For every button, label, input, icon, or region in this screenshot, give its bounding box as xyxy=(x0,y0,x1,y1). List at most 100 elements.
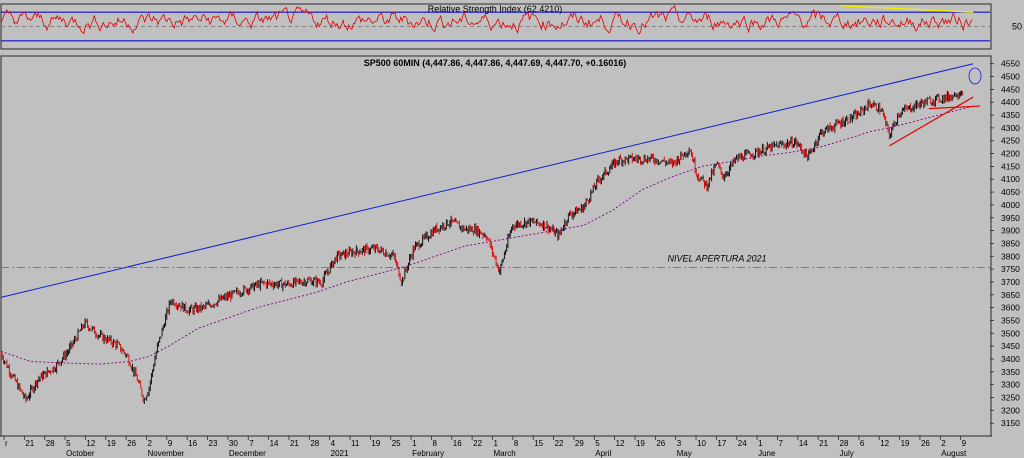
x-tick-label: 8 xyxy=(514,439,519,448)
x-tick-label: 21 xyxy=(819,439,828,448)
x-tick-label: 19 xyxy=(107,439,116,448)
x-month-label: July xyxy=(840,449,854,458)
x-month-label: 2021 xyxy=(331,449,349,458)
x-tick-label: 1 xyxy=(412,439,417,448)
x-tick-label: 1 xyxy=(758,439,763,448)
y-tick-label: 4050 xyxy=(1001,187,1020,197)
rsi-trendline xyxy=(839,5,974,13)
y-tick-label: 3550 xyxy=(1001,315,1020,325)
moving-average-line xyxy=(0,105,974,365)
x-month-label: October xyxy=(66,449,95,458)
x-axis-months: October November December 2021 February March… xyxy=(66,449,967,458)
x-tick-label: 9 xyxy=(962,439,967,448)
x-tick-label: 15 xyxy=(534,439,543,448)
x-tick-label: 8 xyxy=(432,439,437,448)
support-lines xyxy=(888,96,981,147)
x-tick-label: 6 xyxy=(860,439,865,448)
y-tick-label: 3900 xyxy=(1001,226,1020,236)
y-tick-label: 3400 xyxy=(1001,354,1020,364)
rsi-panel: Relative Strength Index (62.4210) 50 xyxy=(0,3,1022,50)
x-tick-label: 16 xyxy=(453,439,462,448)
x-tick-label: 22 xyxy=(555,439,564,448)
price-y-axis: 3150 3200 3250 3300 3350 3400 3450 3500 3550 3600… xyxy=(990,59,1020,428)
y-tick-label: 3200 xyxy=(1001,405,1020,415)
x-tick-label: 2 xyxy=(941,439,946,448)
rsi-title: Relative Strength Index (62.4210) xyxy=(428,4,563,14)
x-month-label: August xyxy=(941,449,967,458)
x-tick-label: 19 xyxy=(901,439,910,448)
x-tick-label: 30 xyxy=(229,439,238,448)
x-tick-label: 28 xyxy=(310,439,319,448)
x-tick-label: 12 xyxy=(86,439,95,448)
x-tick-label: 22 xyxy=(473,439,482,448)
x-tick-label: 26 xyxy=(127,439,136,448)
y-tick-label: 4100 xyxy=(1001,174,1020,184)
y-tick-label: 4400 xyxy=(1001,97,1020,107)
x-tick-label: 21 xyxy=(290,439,299,448)
y-tick-label: 4350 xyxy=(1001,110,1020,120)
x-month-label: April xyxy=(595,449,611,458)
x-tick-label: 28 xyxy=(46,439,55,448)
price-panel: SP500 60MIN (4,447.86, 4,447.86, 4,447.6… xyxy=(0,55,1020,437)
x-tick-label: 5 xyxy=(66,439,71,448)
y-tick-label: 4250 xyxy=(1001,136,1020,146)
rsi-axis-label: 50 xyxy=(1012,22,1022,32)
nivel-apertura-label: NIVEL APERTURA 2021 xyxy=(667,254,766,264)
y-tick-label: 4450 xyxy=(1001,84,1020,94)
y-tick-label: 3350 xyxy=(1001,367,1020,377)
y-tick-label: 4000 xyxy=(1001,200,1020,210)
x-tick-label: 9 xyxy=(168,439,173,448)
x-tick-label: 7 xyxy=(778,439,783,448)
x-tick-label: 4 xyxy=(331,439,336,448)
price-title: SP500 60MIN (4,447.86, 4,447.86, 4,447.6… xyxy=(364,58,626,68)
y-tick-label: 3700 xyxy=(1001,277,1020,287)
x-tick-label: 29 xyxy=(575,439,584,448)
x-tick-label: 3 xyxy=(677,439,682,448)
x-month-label: March xyxy=(494,449,516,458)
x-month-label: June xyxy=(758,449,776,458)
x-tick-label: 12 xyxy=(616,439,625,448)
x-tick-label: 26 xyxy=(921,439,930,448)
y-tick-label: 3500 xyxy=(1001,328,1020,338)
support-line xyxy=(888,96,974,147)
x-tick-label: 16 xyxy=(188,439,197,448)
y-tick-label: 3650 xyxy=(1001,290,1020,300)
y-tick-label: 4150 xyxy=(1001,161,1020,171)
x-axis-ticks: r 21 28 5 12 19 26 2 9 16 23 30 7 14 21 28 4 11 19 25 1 8 16 22… xyxy=(3,436,967,448)
x-tick-label: 19 xyxy=(371,439,380,448)
support-line xyxy=(928,105,981,110)
x-tick-label: 19 xyxy=(636,439,645,448)
y-tick-label: 3950 xyxy=(1001,213,1020,223)
y-tick-label: 3800 xyxy=(1001,251,1020,261)
x-month-label: November xyxy=(147,449,184,458)
x-tick-label: 21 xyxy=(25,439,34,448)
x-tick-label: 26 xyxy=(656,439,665,448)
x-tick-label: 25 xyxy=(392,439,401,448)
x-tick-label: r xyxy=(5,439,8,448)
x-tick-label: 12 xyxy=(880,439,889,448)
x-tick-label: 17 xyxy=(717,439,726,448)
y-tick-label: 4200 xyxy=(1001,149,1020,159)
x-tick-label: 5 xyxy=(595,439,600,448)
blue-trendline xyxy=(0,63,974,298)
candles xyxy=(0,90,964,404)
y-tick-label: 4550 xyxy=(1001,59,1020,69)
x-tick-label: 10 xyxy=(697,439,706,448)
x-tick-label: 1 xyxy=(494,439,499,448)
x-month-label: May xyxy=(677,449,692,458)
x-month-label: December xyxy=(229,449,266,458)
x-tick-label: 14 xyxy=(270,439,279,448)
x-tick-label: 28 xyxy=(840,439,849,448)
x-tick-label: 2 xyxy=(147,439,152,448)
x-tick-label: 24 xyxy=(738,439,747,448)
x-tick-label: 14 xyxy=(799,439,808,448)
y-tick-label: 4300 xyxy=(1001,123,1020,133)
y-tick-label: 4500 xyxy=(1001,72,1020,82)
x-tick-label: 11 xyxy=(351,439,360,448)
rsi-line xyxy=(0,4,973,35)
y-tick-label: 3750 xyxy=(1001,264,1020,274)
x-axis: r 21 28 5 12 19 26 2 9 16 23 30 7 14 21 28 4 11 19 25 1 8 16 22… xyxy=(0,435,992,458)
y-tick-label: 3600 xyxy=(1001,303,1020,313)
